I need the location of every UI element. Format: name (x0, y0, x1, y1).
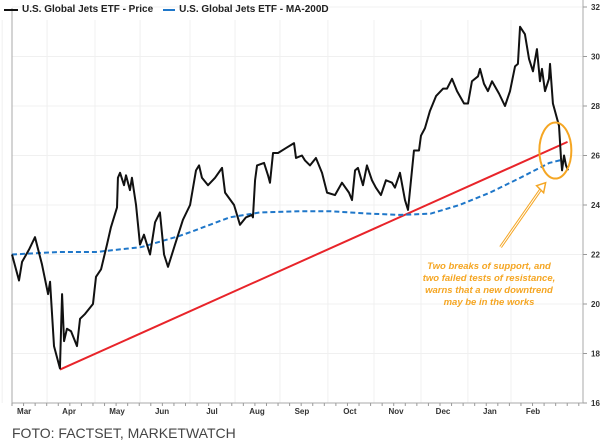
annotation-arrow-inner (500, 186, 544, 248)
series-ma-200d (11, 158, 565, 256)
photo-credit: FOTO: FACTSET, MARKETWATCH (12, 425, 236, 441)
support-trendline (59, 140, 568, 371)
highlight-ellipse (538, 121, 573, 180)
y-tick-label: 30 (591, 53, 600, 62)
y-tick-label: 26 (591, 152, 600, 161)
y-tick-label: 32 (591, 3, 600, 12)
x-tick-label: Dec (436, 407, 451, 416)
x-tick-label: Nov (388, 407, 404, 416)
y-tick-label: 18 (591, 350, 600, 359)
y-tick-label: 24 (591, 201, 600, 210)
legend-swatch-ma (163, 8, 176, 11)
y-tick-label: 28 (591, 102, 600, 111)
y-tick-label: 20 (591, 300, 600, 309)
series-price (11, 25, 569, 370)
x-tick-label: Mar (17, 407, 31, 416)
x-tick-label: Feb (526, 407, 540, 416)
legend-swatch-price (4, 8, 18, 11)
x-tick-label: Jul (206, 407, 218, 416)
x-tick-label: Sep (295, 407, 310, 416)
x-tick-label: May (109, 407, 125, 416)
annotation-arrow-head (535, 181, 547, 195)
x-tick-label: Oct (343, 407, 357, 416)
x-tick-label: Jun (155, 407, 169, 416)
x-tick-label: Aug (249, 407, 265, 416)
x-tick-label: Apr (62, 407, 76, 416)
legend-label-price: U.S. Global Jets ETF - Price (22, 4, 154, 15)
legend: U.S. Global Jets ETF - Price U.S. Global… (4, 4, 329, 15)
annotation-text: Two breaks of support, and two failed te… (422, 261, 556, 308)
x-tick-label: Jan (483, 407, 497, 416)
legend-label-ma: U.S. Global Jets ETF - MA-200D (179, 4, 329, 15)
y-tick-label: 22 (591, 251, 600, 260)
y-tick-label: 16 (591, 399, 600, 408)
